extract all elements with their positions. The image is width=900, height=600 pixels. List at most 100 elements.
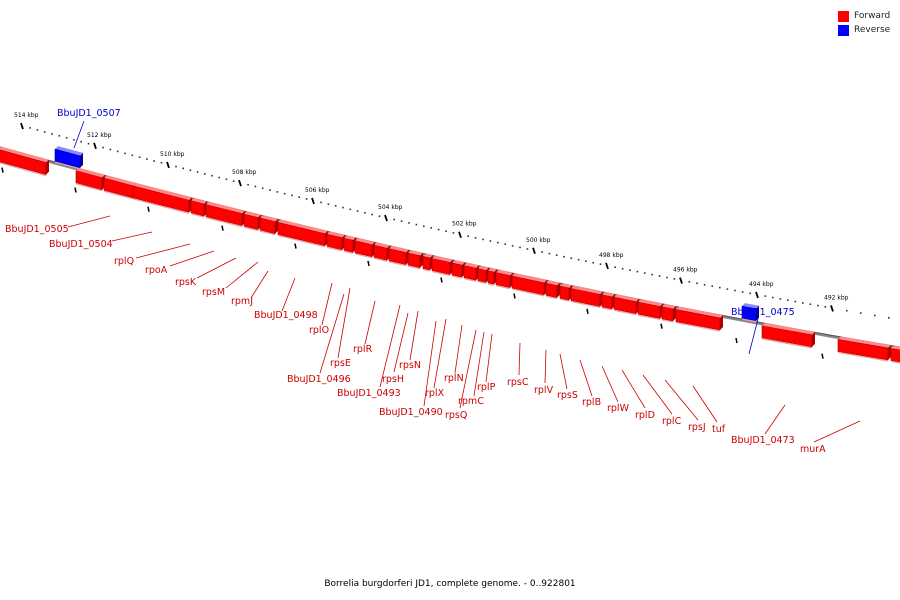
minor-tick: [430, 227, 432, 229]
minor-tick: [570, 257, 573, 259]
minor-tick: [305, 198, 308, 200]
leader-murA: [813, 420, 861, 443]
minor-tick: [874, 314, 876, 317]
ruler-label: 502 kbp: [452, 221, 477, 228]
minor-tick: [599, 263, 602, 265]
lower-tick: [440, 277, 443, 283]
leader-BbuJD1_0490: [423, 320, 437, 407]
minor-tick: [621, 267, 624, 270]
leader-rpsQ: [459, 329, 477, 409]
minor-tick: [719, 286, 721, 289]
minor-tick: [291, 194, 293, 197]
minor-tick: [29, 127, 31, 129]
minor-tick: [102, 146, 104, 149]
gene-forward-26: [601, 291, 615, 311]
major-tick: [458, 231, 462, 239]
major-tick: [830, 305, 834, 312]
leader-BbuJD1_0473: [764, 404, 786, 435]
minor-tick: [415, 223, 418, 226]
ruler-label: 498 kbp: [599, 252, 624, 259]
ruler-label: 512 kbp: [87, 132, 112, 139]
minor-tick: [211, 174, 213, 177]
gene-forward-21: [495, 269, 513, 290]
lower-tick: [74, 187, 77, 193]
lower-tick: [1, 167, 4, 173]
leader-BbuJD1_0496: [319, 293, 345, 374]
leader-rplC: [642, 374, 673, 415]
label-rplO: rplO: [309, 325, 329, 336]
minor-tick: [696, 282, 698, 285]
leader-rplN: [454, 324, 463, 374]
map-caption: Borrelia burgdorferi JD1, complete genom…: [324, 579, 576, 589]
lower-tick: [660, 323, 663, 329]
minor-tick: [153, 160, 155, 162]
minor-tick: [824, 306, 827, 308]
label-rpsC: rpsC: [507, 377, 529, 388]
gene-forward-29: [661, 303, 676, 323]
leader-rpsS: [559, 353, 568, 390]
label-rpsK: rpsK: [175, 277, 197, 288]
gene-forward-23: [545, 280, 560, 300]
gene-forward-22: [511, 273, 547, 297]
lower-tick: [735, 337, 738, 344]
gene-forward-7: [259, 215, 278, 236]
label-rplP: rplP: [477, 382, 496, 393]
gene-forward-8: [277, 219, 328, 248]
leader-rpmC: [473, 331, 485, 397]
ruler-label: 510 kbp: [160, 151, 185, 158]
minor-tick: [43, 131, 46, 133]
minor-tick: [182, 167, 184, 170]
minor-tick: [511, 245, 514, 247]
leader-rpsH: [393, 312, 409, 373]
gene-forward-30: [675, 306, 723, 332]
minor-tick: [817, 304, 819, 307]
legend-reverse: Reverse: [838, 23, 890, 37]
label-rplN: rplN: [444, 373, 464, 384]
gene-forward-12: [373, 242, 390, 262]
minor-tick: [445, 230, 447, 232]
leader-BbuJD1_0493: [379, 304, 401, 388]
minor-tick: [644, 272, 646, 274]
lower-tick: [147, 206, 150, 212]
label-BbuJD1_0496: BbuJD1_0496: [287, 374, 351, 385]
reverse-swatch: [838, 24, 849, 36]
minor-tick: [794, 300, 797, 303]
gene-forward-3: [132, 182, 192, 214]
major-tick: [384, 214, 388, 222]
minor-tick: [888, 317, 890, 319]
minor-tick: [334, 205, 337, 207]
leader-BbuJD1_0504: [111, 231, 153, 242]
label-BbuJD1_0473: BbuJD1_0473: [731, 435, 795, 446]
lower-tick: [586, 308, 589, 314]
leader-rplX: [433, 318, 447, 389]
minor-tick: [614, 266, 616, 268]
gene-forward-18: [463, 262, 479, 282]
major-tick: [238, 179, 242, 187]
leader-rpsK: [196, 257, 237, 279]
minor-tick: [779, 298, 782, 300]
gene-forward-6: [243, 211, 261, 232]
label-BbuJD1_0505: BbuJD1_0505: [5, 224, 69, 235]
gene-forward-9: [326, 231, 345, 252]
label-rplQ: rplQ: [114, 256, 134, 267]
minor-tick: [629, 269, 631, 271]
minor-tick: [225, 178, 228, 181]
legend: Forward Reverse: [838, 9, 890, 37]
minor-tick: [482, 238, 484, 241]
gene-forward-0: [0, 146, 49, 177]
label-murA: murA: [800, 444, 826, 455]
minor-tick: [474, 237, 477, 239]
minor-tick: [658, 275, 661, 277]
minor-tick: [378, 215, 381, 217]
minor-tick: [51, 133, 53, 135]
ruler-label: 506 kbp: [305, 187, 330, 194]
minor-tick: [734, 289, 736, 292]
minor-tick: [437, 228, 440, 231]
minor-tick: [371, 213, 373, 216]
leader-BbuJD1_0475: [748, 318, 759, 355]
label-rpsS: rpsS: [557, 390, 578, 401]
leader-rplP: [485, 333, 493, 383]
minor-tick: [298, 196, 300, 198]
lower-tick: [221, 225, 224, 231]
leader-rpsM: [225, 261, 259, 289]
